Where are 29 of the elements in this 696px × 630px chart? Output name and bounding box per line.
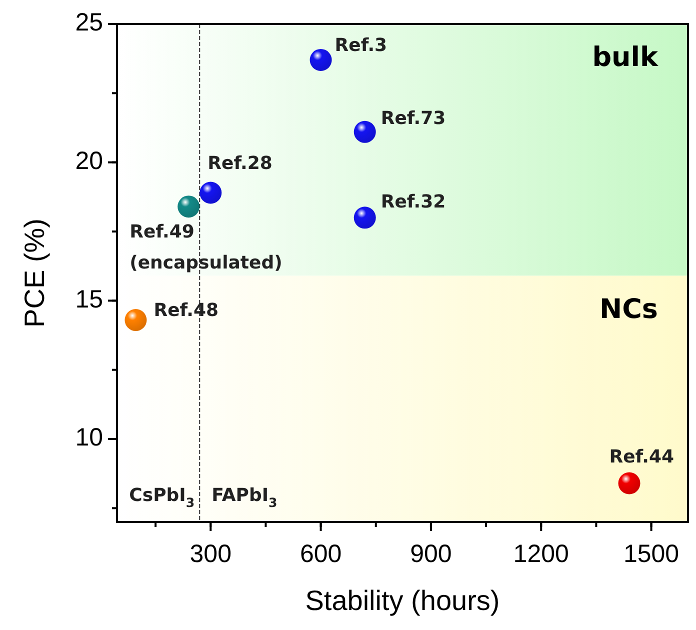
- point: [354, 206, 376, 229]
- annotation: Ref.44: [609, 446, 674, 468]
- annotation: Ref.48: [154, 300, 219, 321]
- annotation: Ref.28: [208, 152, 272, 174]
- annotation: FAPbI$_{3}$: [212, 484, 278, 510]
- x-tick-label: 1200: [513, 540, 569, 568]
- x-tick-label: 1500: [623, 540, 680, 568]
- annotation: Ref.32: [380, 192, 446, 213]
- point: [618, 472, 640, 494]
- y-axis-title: PCE (%): [19, 218, 50, 328]
- annotation: Ref.49 (encapsulated): [130, 222, 282, 274]
- point: [178, 196, 200, 218]
- point: [310, 48, 332, 71]
- y-tick-label: 10: [75, 424, 103, 452]
- point: [200, 182, 222, 204]
- annotation: Ref.3: [334, 34, 388, 56]
- x-tick-label: 300: [190, 540, 232, 568]
- band-label: bulk: [592, 42, 660, 73]
- y-tick-label: 25: [75, 8, 103, 37]
- x-axis-title: Stability (hours): [305, 585, 500, 616]
- point: [354, 120, 376, 143]
- point: [124, 309, 147, 332]
- x-tick-label: 600: [300, 540, 342, 568]
- annotation: Ref.73: [380, 108, 446, 129]
- band-label: NCs: [600, 294, 658, 325]
- y-tick-label: 20: [75, 146, 103, 175]
- annotation: CsPbI$_{3}$: [129, 484, 195, 510]
- x-tick-label: 900: [410, 540, 452, 568]
- y-tick-label: 15: [75, 285, 103, 314]
